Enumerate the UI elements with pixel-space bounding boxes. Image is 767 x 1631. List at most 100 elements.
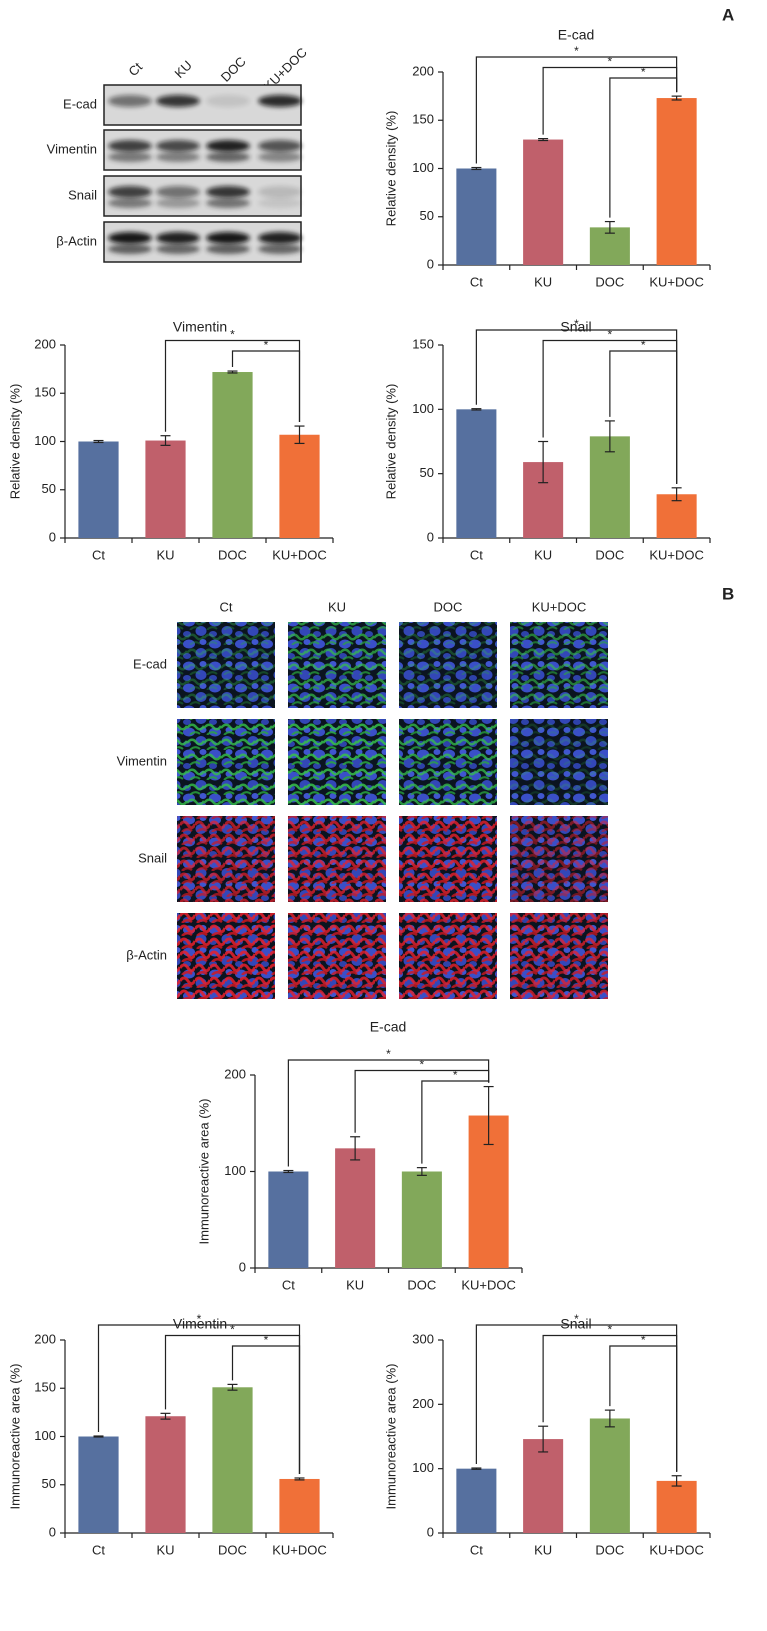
- fluorescence-overlay: [399, 719, 497, 805]
- blot-lane-label: DOC: [218, 54, 249, 85]
- bar: [212, 1387, 253, 1533]
- blot-band: [258, 198, 302, 208]
- image-row-label: β-Actin: [126, 947, 167, 962]
- blot-row-label: Snail: [68, 187, 97, 202]
- blot-band: [206, 186, 250, 198]
- blot-band: [206, 152, 250, 162]
- image-row-label: E-cad: [133, 656, 167, 671]
- blot-band: [108, 186, 152, 198]
- bar: [212, 372, 253, 538]
- x-tick-label: DOC: [595, 1542, 624, 1557]
- significance-bracket: [475, 56, 678, 164]
- chart-title: Vimentin: [173, 1316, 227, 1332]
- x-tick-label: KU+DOC: [649, 1542, 704, 1557]
- y-tick-label: 0: [239, 1259, 246, 1274]
- y-tick-label: 0: [427, 1524, 434, 1539]
- significance-label: *: [264, 338, 269, 352]
- significance-label: *: [608, 328, 613, 342]
- x-tick-label: KU+DOC: [272, 547, 327, 562]
- bar: [656, 98, 697, 266]
- blot-row-label: E-cad: [63, 96, 97, 111]
- blot-lane-label: KU: [172, 58, 195, 81]
- x-tick-label: KU: [346, 1277, 364, 1292]
- y-axis-label: Immunoreactive area (%): [383, 1364, 398, 1510]
- bar: [268, 1171, 309, 1268]
- x-tick-label: KU+DOC: [649, 547, 704, 562]
- y-tick-label: 200: [34, 336, 56, 351]
- chart-title: Vimentin: [173, 319, 227, 335]
- fluorescence-overlay: [399, 622, 497, 708]
- significance-bracket: [231, 1345, 301, 1474]
- x-tick-label: KU: [534, 274, 552, 289]
- bar: [523, 1439, 564, 1533]
- significance-bracket: [475, 329, 678, 484]
- x-tick-label: KU+DOC: [272, 1542, 327, 1557]
- y-tick-label: 300: [412, 1331, 434, 1346]
- bar: [401, 1171, 442, 1268]
- fluorescence-overlay: [177, 622, 275, 708]
- significance-label: *: [608, 1323, 613, 1337]
- chart-title: E-cad: [558, 27, 595, 43]
- x-tick-label: DOC: [595, 547, 624, 562]
- image-column-label: DOC: [434, 599, 463, 614]
- x-tick-label: Ct: [470, 547, 483, 562]
- y-tick-label: 100: [34, 433, 56, 448]
- x-tick-label: Ct: [92, 547, 105, 562]
- blot-band: [108, 244, 152, 254]
- chart-title: Snail: [560, 1316, 591, 1332]
- significance-label: *: [386, 1047, 391, 1061]
- x-tick-label: KU: [156, 547, 174, 562]
- significance-bracket: [421, 1080, 490, 1164]
- y-tick-label: 0: [49, 1524, 56, 1539]
- significance-bracket: [609, 77, 678, 218]
- x-tick-label: DOC: [218, 547, 247, 562]
- y-tick-label: 50: [42, 481, 56, 496]
- significance-label: *: [197, 1312, 202, 1326]
- bar: [656, 494, 697, 538]
- fluorescence-overlay: [510, 719, 608, 805]
- bar: [456, 168, 497, 265]
- fluorescence-overlay: [399, 816, 497, 902]
- blot-band: [108, 95, 152, 107]
- bar: [589, 1418, 630, 1533]
- y-tick-label: 100: [34, 1428, 56, 1443]
- y-tick-label: 0: [427, 256, 434, 271]
- fluorescence-overlay: [177, 913, 275, 999]
- y-axis-label: Immunoreactive area (%): [7, 1364, 22, 1510]
- x-tick-label: Ct: [470, 274, 483, 289]
- fluorescence-overlay: [288, 719, 386, 805]
- blot-band: [258, 244, 302, 254]
- bar: [145, 440, 186, 538]
- blot-band: [258, 186, 302, 198]
- significance-label: *: [641, 338, 646, 352]
- image-column-label: Ct: [220, 599, 233, 614]
- y-tick-label: 50: [420, 208, 434, 223]
- significance-label: *: [230, 1323, 235, 1337]
- x-tick-label: DOC: [218, 1542, 247, 1557]
- blot-band: [108, 152, 152, 162]
- chart-title: E-cad: [370, 1019, 407, 1035]
- significance-bracket: [97, 1324, 301, 1474]
- image-row-label: Vimentin: [117, 753, 167, 768]
- y-axis-label: Relative density (%): [383, 384, 398, 500]
- y-tick-label: 100: [412, 1460, 434, 1475]
- significance-bracket: [609, 350, 678, 484]
- significance-bracket: [287, 1059, 490, 1167]
- blot-band: [206, 244, 250, 254]
- bar: [456, 1468, 497, 1533]
- significance-label: *: [641, 1333, 646, 1347]
- blot-band: [156, 95, 200, 107]
- significance-bracket: [354, 1069, 490, 1133]
- x-tick-label: KU: [156, 1542, 174, 1557]
- blot-band: [156, 198, 200, 208]
- y-tick-label: 150: [412, 112, 434, 127]
- blot-band: [206, 232, 250, 244]
- blot-band: [156, 140, 200, 152]
- panel-label: A: [722, 5, 734, 24]
- y-axis-label: Relative density (%): [383, 111, 398, 227]
- significance-label: *: [641, 65, 646, 79]
- y-tick-label: 50: [420, 465, 434, 480]
- blot-band: [206, 198, 250, 208]
- y-tick-label: 200: [34, 1331, 56, 1346]
